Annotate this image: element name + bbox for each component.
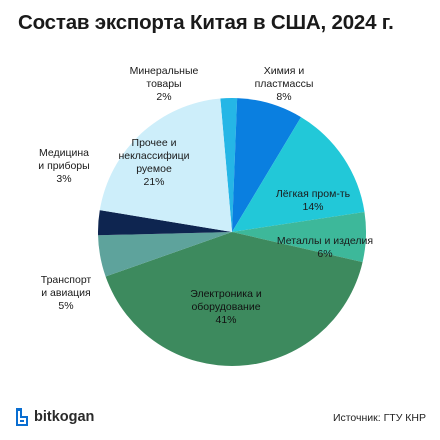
source-note: Источник: ГТУ КНР <box>332 412 426 424</box>
pie-slice <box>232 98 302 232</box>
pie-slice <box>98 210 232 236</box>
slice-name-label: и авиация <box>41 287 90 299</box>
pie-slice <box>99 98 232 232</box>
brand-name: bitkogan <box>34 409 95 425</box>
slice-name-label: Лёгкая пром-ть <box>276 188 351 200</box>
pie-slice <box>220 98 238 233</box>
pie-slice <box>98 232 232 277</box>
slice-name-label: руемое <box>136 163 172 175</box>
pie-slice <box>232 211 366 263</box>
slice-name-label: Металлы и изделия <box>277 235 373 247</box>
slice-label: Электроника и оборудование 41% <box>190 288 262 326</box>
slice-value-label: 2% <box>156 91 171 103</box>
slice-label: Транспорт и авиация 5% <box>41 274 92 312</box>
slice-value-label: 3% <box>56 173 71 185</box>
chart-title: Состав экспорта Китая в США, 2024 г. <box>18 11 394 34</box>
slice-value-label: 41% <box>215 314 236 326</box>
slice-name-label: Прочее и <box>132 137 177 149</box>
slice-name-label: Химия и <box>264 65 305 77</box>
slice-value-label: 6% <box>317 248 332 260</box>
bitkogan-logo-icon <box>16 408 28 426</box>
slice-label: Лёгкая пром-ть 14% <box>276 188 351 213</box>
pie-slice <box>232 117 365 232</box>
slice-label: Минеральные товары 2% <box>130 65 199 103</box>
slice-label: Прочее и неклассифици руемое 21% <box>118 137 189 188</box>
slice-name-label: оборудование <box>191 301 260 313</box>
slice-name-label: товары <box>146 78 181 90</box>
slice-name-label: пластмассы <box>255 78 314 90</box>
brand-logo: bitkogan <box>14 407 94 427</box>
slice-name-label: неклассифици <box>118 150 189 162</box>
slice-name-label: и приборы <box>38 160 89 172</box>
slice-value-label: 14% <box>302 201 323 213</box>
slice-name-label: Транспорт <box>41 274 92 286</box>
slice-value-label: 5% <box>58 300 73 312</box>
pie-slice <box>105 232 363 367</box>
slice-value-label: 21% <box>143 176 164 188</box>
slice-label: Металлы и изделия 6% <box>277 235 373 260</box>
slice-name-label: Минеральные <box>130 65 199 77</box>
slice-value-label: 8% <box>276 91 291 103</box>
slice-label: Химия и пластмассы 8% <box>255 65 314 103</box>
slice-name-label: Медицина <box>39 147 89 159</box>
slice-name-label: Электроника и <box>190 288 262 300</box>
slice-label: Медицина и приборы 3% <box>38 147 89 185</box>
